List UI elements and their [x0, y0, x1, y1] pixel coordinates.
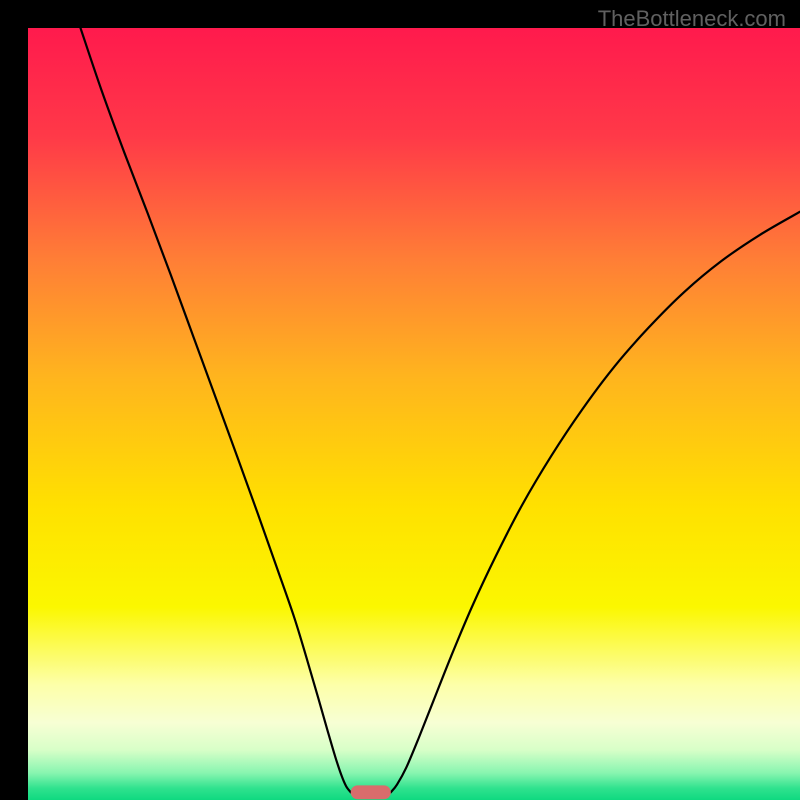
dip-marker	[351, 785, 391, 799]
chart-panel	[28, 28, 800, 800]
bottleneck-curve-chart	[28, 28, 800, 800]
watermark-label: TheBottleneck.com	[598, 6, 786, 32]
chart-background	[28, 28, 800, 800]
